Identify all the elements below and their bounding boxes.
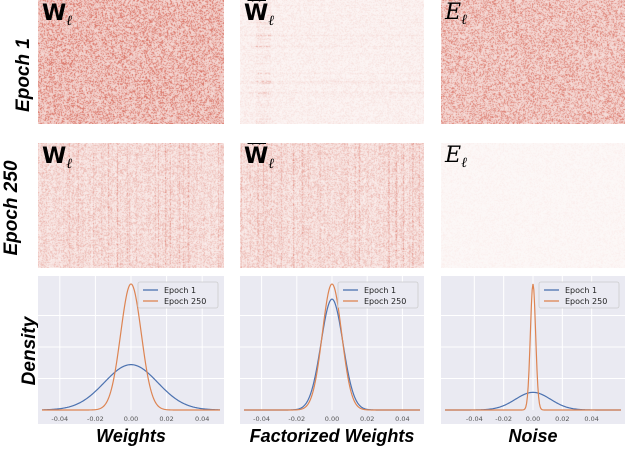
density-line-epoch250 (42, 283, 220, 411)
x-tick-label: 0.02 (360, 415, 374, 423)
matrix-label-w-hat: ^ Wℓ (244, 143, 275, 172)
row-label-epoch250: Epoch 250 (1, 160, 22, 256)
x-tick-label: 0.00 (526, 415, 540, 423)
density-line-epoch1 (41, 364, 221, 411)
legend-entry: Epoch 250 (565, 297, 607, 306)
col-label-weights: Weights (96, 426, 166, 446)
density-line-epoch250 (244, 283, 420, 411)
legend-entry: Epoch 250 (164, 297, 206, 306)
legend-entry: Epoch 1 (164, 286, 196, 295)
matrix-label-w-hat: ^ Wℓ (244, 0, 275, 29)
x-tick-label: -0.02 (288, 415, 305, 423)
heatmap-weights-epoch250: Wℓ (38, 143, 224, 268)
legend-entry: Epoch 1 (364, 286, 396, 295)
heatmap-factorized-epoch1: ^ Wℓ (240, 0, 424, 124)
x-tick-label: 0.04 (584, 415, 598, 423)
x-tick-label: 0.04 (195, 415, 209, 423)
x-tick-label: -0.02 (495, 415, 512, 423)
heatmap-noise-epoch250: Eℓ (441, 143, 625, 268)
legend-entry: Epoch 250 (364, 297, 406, 306)
legend-entry: Epoch 1 (565, 286, 597, 295)
density-plot-noise: -0.04 -0.02 0.00 0.02 0.04 Epoch 1 Epoch 250 (441, 276, 625, 424)
heatmap-noise-epoch1: Eℓ (441, 0, 625, 124)
legend: Epoch 1 Epoch 250 (137, 281, 219, 309)
x-tick-label: 0.02 (159, 415, 173, 423)
col-label-factorized: Factorized Weights (249, 426, 415, 446)
matrix-label-e: Eℓ (445, 143, 467, 171)
x-tick-label: -0.02 (87, 415, 104, 423)
density-plot-weights: -0.04 -0.02 0.00 0.02 0.04 Epoch 1 Epoch 250 (38, 276, 224, 424)
heatmap-weights-epoch1: Wℓ (38, 0, 224, 124)
row-label-epoch1: Epoch 1 (13, 38, 34, 112)
heatmap-factorized-epoch250: ^ Wℓ (240, 143, 424, 268)
legend: Epoch 1 Epoch 250 (538, 281, 620, 309)
x-tick-label: 0.00 (325, 415, 339, 423)
density-line-epoch250 (445, 283, 621, 411)
x-tick-label: 0.00 (124, 415, 138, 423)
legend: Epoch 1 Epoch 250 (337, 281, 419, 309)
x-tick-label: -0.04 (466, 415, 483, 423)
x-tick-label: -0.04 (253, 415, 270, 423)
matrix-label-e: Eℓ (445, 0, 467, 28)
col-label-noise: Noise (508, 426, 558, 446)
density-plot-factorized: -0.04 -0.02 0.00 0.02 0.04 Epoch 1 Epoch 250 (240, 276, 424, 424)
x-tick-label: 0.04 (395, 415, 409, 423)
x-tick-label: -0.04 (51, 415, 68, 423)
matrix-label-w: Wℓ (42, 1, 73, 29)
x-tick-label: 0.02 (555, 415, 569, 423)
matrix-label-w: Wℓ (42, 144, 73, 172)
